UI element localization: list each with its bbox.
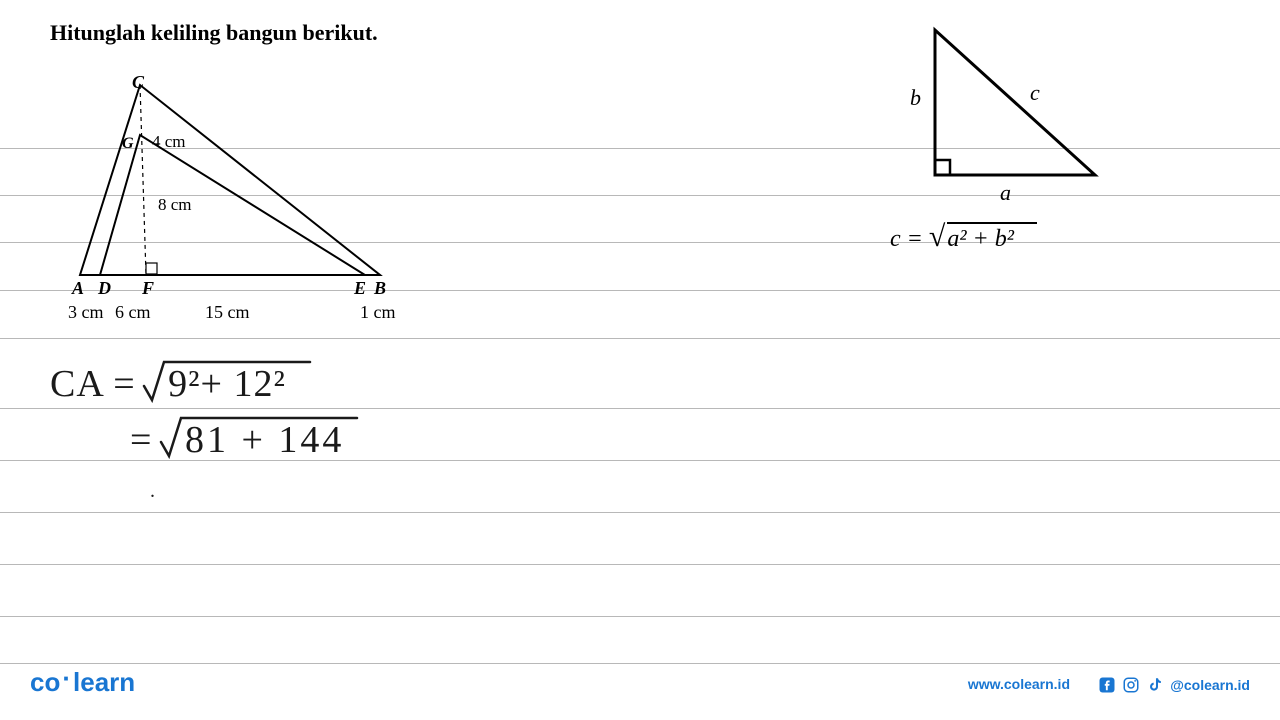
logo-dot: · (60, 663, 73, 693)
pythagoras-diagram: b c a c = √a² + b² (880, 25, 1200, 255)
vertex-label-c: C (132, 72, 144, 93)
vertex-label-d: D (98, 278, 111, 299)
instagram-icon (1122, 676, 1140, 694)
side-label-ad: 3 cm (68, 302, 104, 323)
logo-part-a: co (30, 667, 60, 697)
vertex-label-e: E (354, 278, 366, 299)
handwriting-line-1: CA = 9²+ 12² (50, 362, 286, 406)
vertex-label-a: A (72, 278, 84, 299)
vertex-label-f: F (142, 278, 154, 299)
social-links: @colearn.id (1098, 676, 1250, 694)
ruled-line (0, 408, 1280, 409)
colearn-logo: co·learn (30, 667, 135, 698)
side-label-a: a (1000, 180, 1011, 206)
side-label-eb: 1 cm (360, 302, 396, 323)
website-url: www.colearn.id (968, 676, 1070, 692)
tiktok-icon (1146, 676, 1164, 694)
ruled-line (0, 512, 1280, 513)
hw-line1-lhs: CA = (50, 363, 136, 405)
pythagoras-formula: c = √a² + b² (890, 220, 1014, 254)
problem-diagram: C G A D F E B 4 cm 8 cm 3 cm 6 cm 15 cm … (60, 80, 400, 320)
side-label-c-hyp: c (1030, 80, 1040, 106)
logo-part-b: learn (73, 667, 135, 697)
footer: co·learn www.colearn.id @colearn.id (0, 660, 1280, 700)
side-label-df: 6 cm (115, 302, 151, 323)
handwriting-line-2: = 81 + 144 (130, 418, 344, 462)
ruled-line (0, 616, 1280, 617)
side-label-fe: 15 cm (205, 302, 250, 323)
formula-lhs: c = (890, 226, 929, 252)
social-handle: @colearn.id (1170, 677, 1250, 693)
question-title: Hitunglah keliling bangun berikut. (50, 20, 378, 46)
side-label-cg: 4 cm (152, 132, 186, 152)
vertex-label-g: G (122, 135, 134, 153)
facebook-icon (1098, 676, 1116, 694)
formula-radicand: a² + b² (945, 226, 1014, 252)
vertex-label-b: B (374, 278, 386, 299)
hw-line2-eq: = (130, 419, 152, 461)
side-label-gf: 8 cm (158, 195, 192, 215)
ruled-line (0, 338, 1280, 339)
ruled-line (0, 564, 1280, 565)
handwriting-dot: . (150, 480, 156, 503)
side-label-b: b (910, 85, 921, 111)
radical-symbol: √ (929, 220, 945, 253)
